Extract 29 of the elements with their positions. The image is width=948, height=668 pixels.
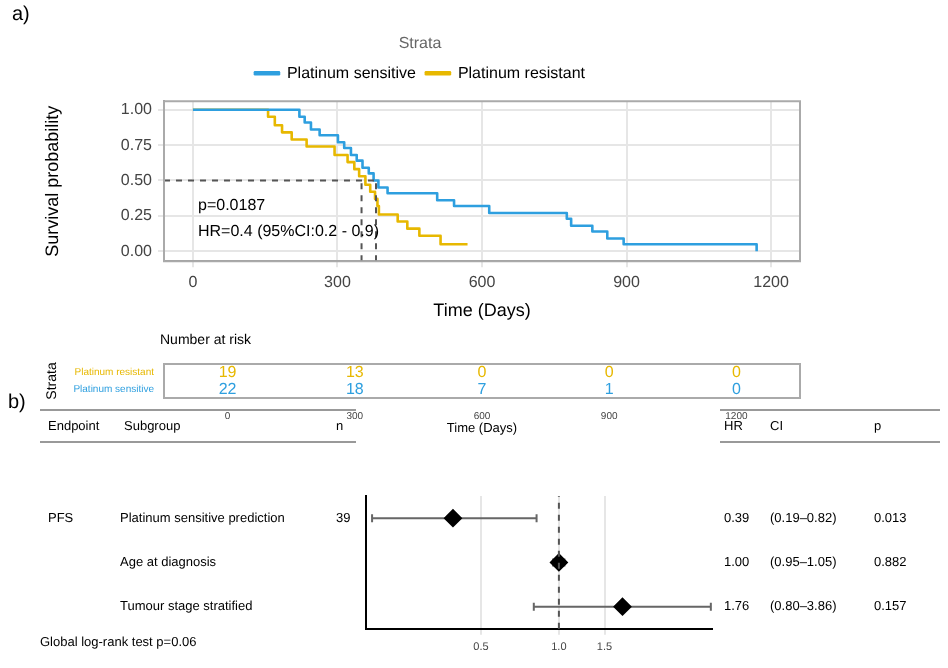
x-tick-label: 900 [613, 273, 641, 292]
data-label: 1 [604, 379, 615, 398]
data-label: 7 [477, 379, 488, 398]
data-label: 22 [218, 379, 238, 398]
legend-label: Platinum sensitive [286, 63, 417, 82]
annotation: HR=0.4 (95%CI:0.2 - 0.9) [198, 221, 380, 240]
x-tick-label: 300 [324, 273, 352, 292]
y-tick-label: 0.25 [120, 206, 154, 225]
chart-title: a) [12, 4, 30, 26]
y-tick-label: 0.00 [120, 241, 154, 260]
x-tick-label: 0 [188, 273, 199, 292]
annotation: p=0.0187 [198, 195, 267, 214]
data-label: 19 [218, 362, 238, 381]
legend-title: Strata [398, 34, 443, 53]
data-label: 0 [731, 379, 742, 398]
y-tick-label: 0.75 [120, 135, 154, 154]
data-label: 13 [345, 362, 365, 381]
y-axis-title: Survival probability [41, 104, 62, 257]
data-label: 0 [731, 362, 742, 381]
legend-label: Platinum resistant [457, 63, 587, 82]
x-tick-label: 1200 [753, 273, 790, 292]
y-tick-label: 1.00 [120, 100, 154, 119]
x-tick-label: 600 [468, 273, 497, 292]
text: b) [8, 392, 26, 414]
data-label: 0 [477, 362, 488, 381]
y-tick-label: 0.50 [120, 170, 154, 189]
data-label: 18 [345, 379, 365, 398]
x-axis-title: Time (Days) [433, 300, 531, 321]
data-label: 0 [604, 362, 615, 381]
